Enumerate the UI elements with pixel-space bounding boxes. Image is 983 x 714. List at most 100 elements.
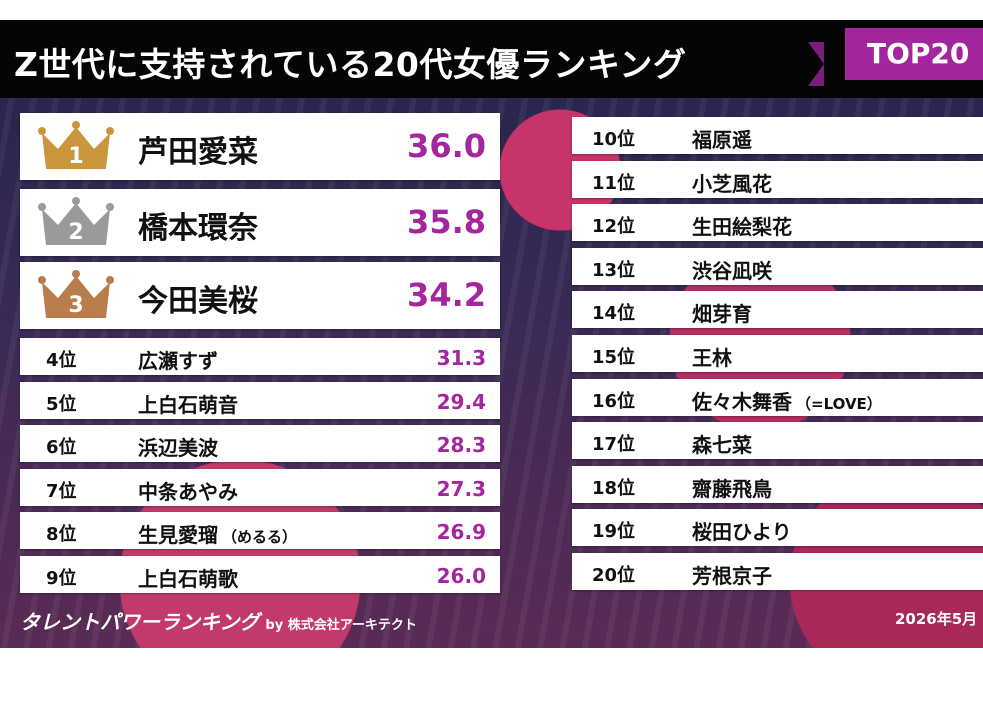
crown-rank: 3 bbox=[68, 293, 83, 318]
name: 小芝風花 bbox=[692, 168, 772, 197]
brand-name: タレントパワーランキング bbox=[20, 610, 260, 634]
rank: 4位 bbox=[46, 350, 77, 371]
title: Z世代に支持されている20代女優ランキング bbox=[14, 45, 687, 84]
name-note: （めるる） bbox=[222, 528, 298, 546]
name-text: 福原遥 bbox=[692, 128, 752, 152]
crown-jewel bbox=[38, 203, 46, 211]
rank-row: 4位 広瀬すず 31.3 bbox=[20, 338, 500, 375]
rank: 19位 bbox=[592, 521, 636, 543]
name: 福原遥 bbox=[692, 124, 752, 153]
top-row: 2 橋本環奈 35.8 bbox=[20, 189, 500, 256]
board: Z世代に支持されている20代女優ランキング TOP20 1 芦田愛菜 36.0 2 橋本… bbox=[0, 20, 983, 648]
name-text: 桜田ひより bbox=[692, 520, 792, 545]
rank-row: 14位 畑芽育 bbox=[572, 291, 983, 329]
rank-row: 13位 渋谷凪咲 bbox=[572, 247, 983, 285]
crown-jewel bbox=[38, 127, 46, 135]
name-text: 生田絵梨花 bbox=[692, 215, 792, 240]
crown-jewel bbox=[38, 276, 46, 284]
badge: TOP20 bbox=[845, 28, 983, 80]
name: 佐々木舞香 （=LOVE） bbox=[692, 386, 882, 415]
crown-jewel bbox=[72, 197, 80, 205]
rank-row: 10位 福原遥 bbox=[572, 117, 983, 154]
rank: 9位 bbox=[46, 567, 77, 589]
rank: 14位 bbox=[592, 303, 636, 325]
crown: 1 bbox=[38, 121, 114, 169]
brand: タレントパワーランキング by 株式会社アーキテクト bbox=[20, 606, 417, 635]
name: 上白石萌音 bbox=[138, 389, 238, 418]
name: 桜田ひより bbox=[692, 516, 792, 545]
rank: 11位 bbox=[592, 172, 636, 194]
rank-row: 19位 桜田ひより bbox=[572, 509, 983, 547]
name: 浜辺美波 bbox=[138, 432, 218, 461]
score: 26.0 bbox=[436, 563, 486, 588]
name-text: 森七菜 bbox=[692, 433, 752, 458]
top-row: 1 芦田愛菜 36.0 bbox=[20, 113, 500, 180]
rank-row: 7位 中条あやみ 27.3 bbox=[20, 468, 500, 506]
brand-by: by 株式会社アーキテクト bbox=[265, 618, 417, 633]
rank: 10位 bbox=[592, 129, 636, 150]
name-text: 上白石萌音 bbox=[138, 392, 238, 417]
score: 36.0 bbox=[407, 127, 486, 165]
name-text: 芳根京子 bbox=[692, 564, 772, 588]
title-bar: Z世代に支持されている20代女優ランキング bbox=[0, 20, 983, 98]
crown-jewel bbox=[106, 127, 114, 135]
rank-row: 8位 生見愛瑠 （めるる） 26.9 bbox=[20, 512, 500, 549]
crown-jewel bbox=[72, 270, 80, 278]
name-text: 王林 bbox=[692, 346, 732, 370]
crown: 2 bbox=[38, 197, 114, 245]
rank-row: 15位 王林 bbox=[572, 335, 983, 372]
rank-row: 5位 上白石萌音 29.4 bbox=[20, 381, 500, 419]
name: 上白石萌歌 bbox=[138, 563, 238, 592]
rank: 15位 bbox=[592, 347, 636, 368]
crown-shape bbox=[42, 203, 110, 245]
crown-shape bbox=[42, 276, 110, 318]
score: 31.3 bbox=[436, 346, 486, 370]
name-text: 佐々木舞香 bbox=[692, 389, 792, 414]
rank-row: 12位 生田絵梨花 bbox=[572, 204, 983, 242]
rank-row: 18位 齋藤飛鳥 bbox=[572, 465, 983, 503]
name: 齋藤飛鳥 bbox=[692, 473, 772, 502]
name: 今田美桜 bbox=[138, 284, 258, 319]
name: 橋本環奈 bbox=[138, 211, 258, 246]
name-text: 小芝風花 bbox=[692, 171, 772, 196]
name: 畑芽育 bbox=[692, 298, 752, 327]
badge-ribbon bbox=[808, 42, 824, 86]
name-text: 渋谷凪咲 bbox=[692, 258, 772, 283]
name: 生見愛瑠 （めるる） bbox=[138, 519, 297, 548]
rank: 18位 bbox=[592, 477, 636, 499]
score: 26.9 bbox=[436, 520, 486, 544]
rank: 16位 bbox=[592, 390, 636, 412]
name: 生田絵梨花 bbox=[692, 211, 792, 240]
score: 29.4 bbox=[436, 389, 486, 414]
date: 2026年5月 bbox=[895, 610, 978, 628]
crown-rank: 1 bbox=[68, 144, 83, 169]
name: 中条あやみ bbox=[138, 476, 238, 505]
name-text: 生見愛瑠 bbox=[138, 523, 218, 547]
crown-rank: 2 bbox=[68, 220, 83, 245]
rank-row: 16位 佐々木舞香 （=LOVE） bbox=[572, 378, 983, 416]
crown-jewel bbox=[106, 203, 114, 211]
rank-row: 20位 芳根京子 bbox=[572, 553, 983, 590]
rank: 17位 bbox=[592, 434, 636, 456]
name-text: 上白石萌歌 bbox=[138, 566, 238, 591]
crown-shape bbox=[42, 127, 110, 169]
name: 王林 bbox=[692, 342, 732, 371]
rank: 13位 bbox=[592, 259, 636, 281]
crown-jewel bbox=[106, 276, 114, 284]
rank-row: 17位 森七菜 bbox=[572, 422, 983, 460]
rank-row: 6位 浜辺美波 28.3 bbox=[20, 425, 500, 462]
crown-jewel bbox=[72, 121, 80, 129]
rank: 8位 bbox=[46, 524, 77, 545]
score: 28.3 bbox=[436, 433, 486, 457]
name: 芳根京子 bbox=[692, 560, 772, 589]
rank-row: 9位 上白石萌歌 26.0 bbox=[20, 555, 500, 593]
rank: 7位 bbox=[46, 480, 77, 502]
rank: 20位 bbox=[592, 565, 636, 586]
name: 広瀬すず bbox=[138, 345, 218, 374]
name-text: 浜辺美波 bbox=[138, 436, 218, 460]
name-note: （=LOVE） bbox=[796, 394, 882, 413]
name-text: 中条あやみ bbox=[138, 479, 238, 504]
rank: 6位 bbox=[46, 437, 77, 458]
top-row: 3 今田美桜 34.2 bbox=[20, 262, 500, 329]
